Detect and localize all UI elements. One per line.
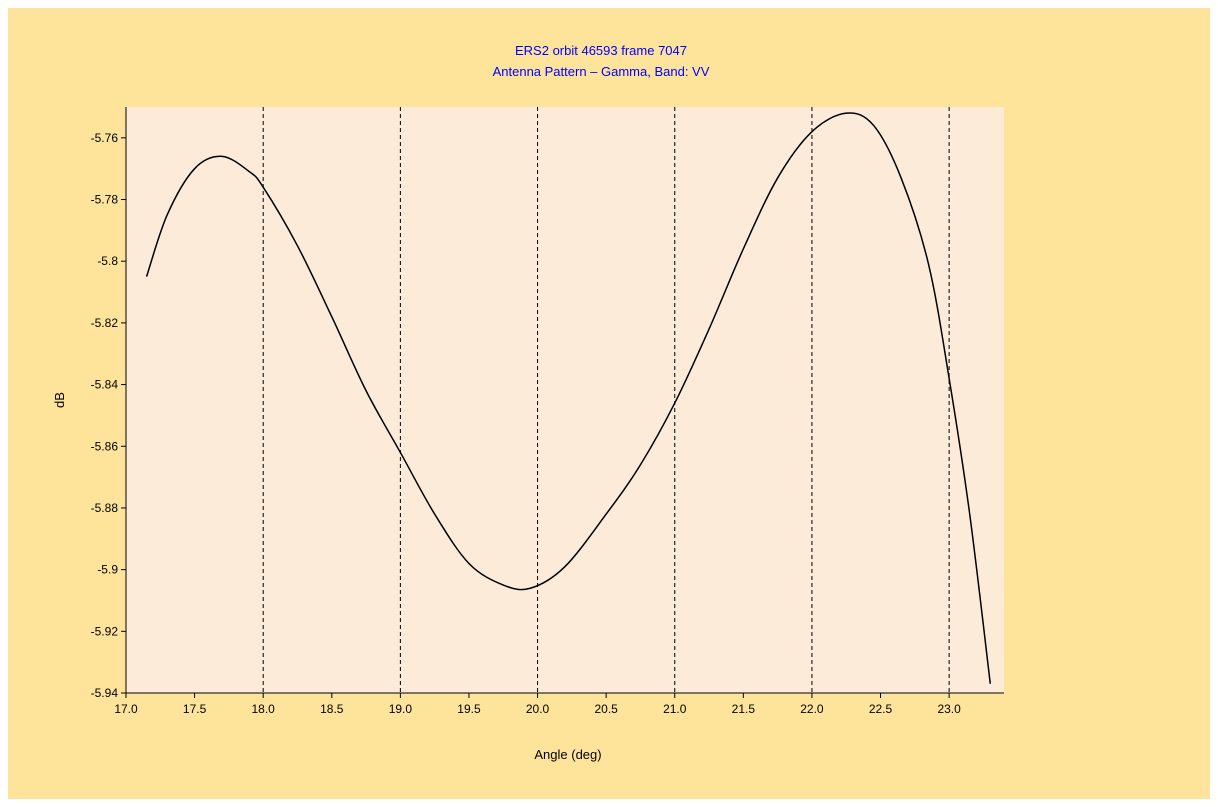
y-tick-label: -5.82	[91, 316, 119, 330]
y-tick-label: -5.88	[91, 501, 119, 515]
y-tick-label: -5.9	[97, 563, 118, 577]
y-tick-label: -5.8	[97, 254, 118, 268]
x-tick-label: 22.5	[869, 702, 893, 716]
x-axis-ticks: 17.0 17.5 18.0 18.5 19.0 19.5 20.0 20.5 21.0 21.5…	[114, 693, 961, 716]
y-tick-label: -5.92	[91, 624, 119, 638]
y-tick-label: -5.86	[91, 439, 119, 453]
y-tick-label: -5.76	[91, 131, 119, 145]
chart-frame: ERS2 orbit 46593 frame 7047 Antenna Patt…	[8, 8, 1210, 799]
chart-subtitle: Antenna Pattern – Gamma, Band: VV	[493, 64, 710, 79]
x-tick-label: 21.5	[732, 702, 756, 716]
y-tick-label: -5.84	[91, 378, 119, 392]
x-tick-label: 20.5	[594, 702, 618, 716]
y-tick-label: -5.78	[91, 193, 119, 207]
y-tick-label: -5.94	[91, 686, 119, 700]
x-tick-label: 23.0	[937, 702, 961, 716]
x-tick-label: 17.0	[114, 702, 138, 716]
x-tick-label: 21.0	[663, 702, 687, 716]
x-tick-label: 19.5	[457, 702, 481, 716]
gridlines	[125, 107, 1004, 694]
chart-svg: ERS2 orbit 46593 frame 7047 Antenna Patt…	[52, 43, 1004, 762]
y-axis-ticks: -5.94 -5.92 -5.9 -5.88 -5.86 -5.84 -5.82 -5.8 -5…	[91, 131, 126, 700]
x-tick-label: 20.0	[526, 702, 550, 716]
x-tick-label: 19.0	[389, 702, 413, 716]
y-axis-label: dB	[52, 392, 67, 408]
x-tick-label: 17.5	[183, 702, 207, 716]
x-tick-label: 18.5	[320, 702, 344, 716]
x-tick-label: 18.0	[252, 702, 276, 716]
chart-title: ERS2 orbit 46593 frame 7047	[515, 43, 687, 58]
series-line	[145, 112, 992, 684]
plot-area	[126, 107, 1004, 693]
x-axis-label: Angle (deg)	[534, 747, 601, 762]
x-tick-label: 22.0	[800, 702, 824, 716]
